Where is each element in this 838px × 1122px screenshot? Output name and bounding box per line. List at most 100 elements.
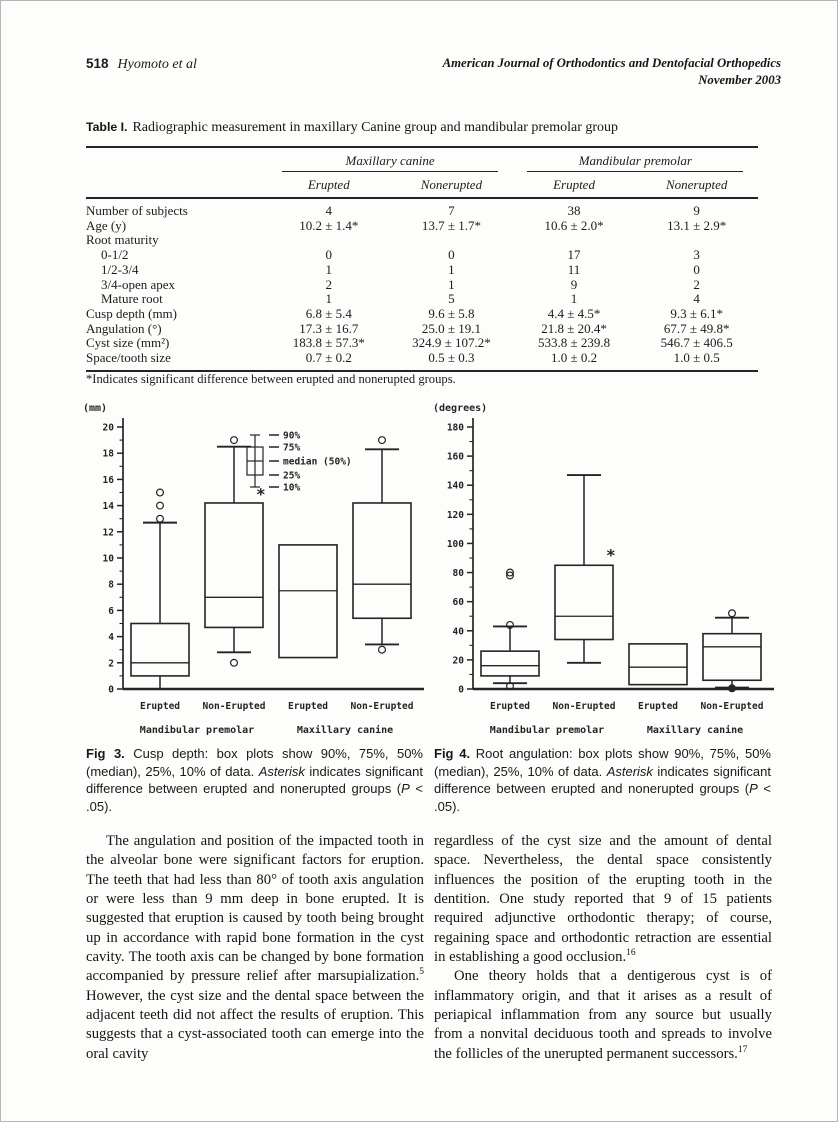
table-footnote: *Indicates significant difference betwee… (86, 372, 456, 386)
cell-value: 4.4 ± 4.5* (547, 305, 601, 321)
svg-text:90%: 90% (283, 431, 300, 442)
paragraph-text: regardless of the cyst size and the amou… (434, 833, 772, 965)
fig3-caption-text: indicates significant difference between… (86, 763, 424, 797)
cell-value: 9 (570, 276, 578, 292)
body-column-left: The angulation and position of the impac… (86, 832, 424, 1064)
cell-value: 1.0 ± 0.2 (550, 350, 598, 366)
cell-value: 21.8 ± 20.4* (541, 320, 607, 336)
svg-text:10%: 10% (283, 483, 300, 494)
box-0 (130, 622, 190, 677)
running-authors: Hyomoto et al (117, 57, 197, 72)
running-head-right: American Journal of Orthodontics and Den… (443, 55, 781, 88)
paragraph: regardless of the cyst size and the amou… (434, 832, 772, 967)
table-label: Table I. (86, 120, 128, 134)
issue-date: November 2003 (698, 72, 781, 87)
table-row: Angulation (°) 17.3 ± 16.7 25.0 ± 19.1 21.8… (86, 321, 758, 336)
cell-value: 10.2 ± 1.4* (299, 217, 359, 233)
outlier-marker (230, 436, 239, 445)
cell-value: 13.1 ± 2.9* (667, 217, 727, 233)
box-1 (554, 564, 614, 641)
svg-text:40: 40 (453, 626, 465, 637)
table-row: Number of subjects 4 7 38 9 (86, 198, 758, 218)
table-row: 1/2-3/4 1 1 11 0 (86, 262, 758, 277)
cell-value: 38 (567, 203, 581, 218)
svg-text:Maxillary canine: Maxillary canine (297, 724, 393, 736)
fig3-caption: Fig 3. Cusp depth: box plots show 90%, 7… (86, 745, 423, 816)
cell-value (390, 233, 513, 248)
box-2 (628, 643, 688, 686)
box-2 (278, 544, 338, 659)
box-3 (352, 502, 412, 620)
row-label: 0-1/2 (101, 247, 129, 263)
cell-value: 1 (448, 261, 455, 277)
cell-value: 25.0 ± 19.1 (421, 320, 481, 336)
row-label: 1/2-3/4 (101, 261, 139, 277)
svg-text:Non-Erupted: Non-Erupted (553, 701, 616, 712)
stub-cell (86, 172, 268, 199)
table-group-header-row: Maxillary canine Mandibular premolar (86, 147, 758, 172)
fig4-caption-asterisk-word: Asterisk (606, 763, 653, 779)
cell-value: 546.7 ± 406.5 (660, 335, 733, 351)
sub-header: Nonerupted (390, 172, 513, 199)
box-0 (480, 650, 540, 677)
cell-value: 67.7 ± 49.8* (663, 320, 730, 336)
cell-value: 13.7 ± 1.7* (421, 217, 481, 233)
outlier-marker (505, 682, 514, 691)
cell-value: 7 (448, 203, 455, 218)
fig4-caption-text: < .05). (434, 781, 771, 815)
cell-value (267, 233, 390, 248)
cell-value: 0.5 ± 0.3 (428, 350, 475, 366)
cell-value: 9.3 ± 6.1* (670, 305, 723, 321)
svg-text:6: 6 (108, 606, 114, 617)
cell-value: 1 (325, 261, 333, 277)
svg-text:Erupted: Erupted (288, 701, 328, 712)
outlier-marker (155, 501, 164, 510)
svg-text:4: 4 (108, 632, 114, 643)
significance-asterisk: * (256, 484, 266, 503)
paragraph: The angulation and position of the impac… (86, 832, 424, 1064)
svg-text:(mm): (mm) (83, 403, 107, 414)
cell-value: 0 (325, 247, 333, 263)
cell-value: 10.6 ± 2.0* (544, 217, 604, 233)
cell-value: 3 (693, 247, 700, 263)
radiographic-measurement-table: Maxillary canine Mandibular premolar Eru… (86, 146, 758, 372)
svg-text:18: 18 (103, 449, 115, 460)
fig4-caption-p-symbol: P (749, 781, 758, 797)
table-title-text: Radiographic measurement in maxillary Ca… (132, 120, 619, 135)
svg-text:75%: 75% (283, 443, 300, 454)
svg-text:0: 0 (108, 685, 114, 696)
svg-text:Erupted: Erupted (140, 701, 180, 712)
page-header: 518 Hyomoto et al American Journal of Ort… (86, 55, 781, 88)
cell-value: 17.3 ± 16.7 (299, 320, 359, 336)
outlier-marker (230, 658, 239, 667)
fig4-caption-label: Fig 4. (434, 746, 471, 761)
outlier-marker (155, 488, 164, 497)
svg-text:10: 10 (103, 554, 115, 565)
outlier-marker (505, 568, 514, 577)
table-row: Cusp depth (mm) 6.8 ± 5.4 9.6 ± 5.8 4.4 ± 4… (86, 306, 758, 321)
cell-value: 324.9 ± 107.2* (412, 335, 491, 351)
row-label: 3/4-open apex (101, 276, 176, 292)
row-label: Cyst size (mm²) (86, 335, 170, 351)
cell-value: 1 (570, 291, 578, 307)
svg-text:2: 2 (108, 658, 114, 669)
cell-value: 9 (693, 203, 700, 218)
svg-text:Erupted: Erupted (638, 701, 678, 712)
svg-text:0: 0 (458, 685, 464, 696)
svg-text:Non-Erupted: Non-Erupted (701, 701, 764, 712)
svg-text:160: 160 (447, 452, 464, 463)
cell-value: 1 (325, 291, 333, 307)
journal-name: American Journal of Orthodontics and Den… (442, 56, 781, 70)
cell-value: 1.0 ± 0.5 (673, 350, 720, 366)
outlier-marker (728, 684, 737, 693)
fig3-boxplot-cusp-depth: (mm) 0 2 4 6 8 10 12 14 16 18 20 * Erupted Non-Erupted… (83, 403, 424, 736)
cell-value (635, 233, 758, 248)
fig4-caption-text: indicates significant difference between… (434, 763, 772, 797)
stub-cell (86, 147, 267, 172)
fig3-caption-label: Fig 3. (86, 746, 125, 761)
row-label: Mature root (101, 291, 163, 307)
cell-value: 6.8 ± 5.4 (305, 305, 352, 321)
table-row: 3/4-open apex 2 1 9 2 (86, 277, 758, 292)
fig3-caption-text: < .05). (86, 781, 423, 815)
